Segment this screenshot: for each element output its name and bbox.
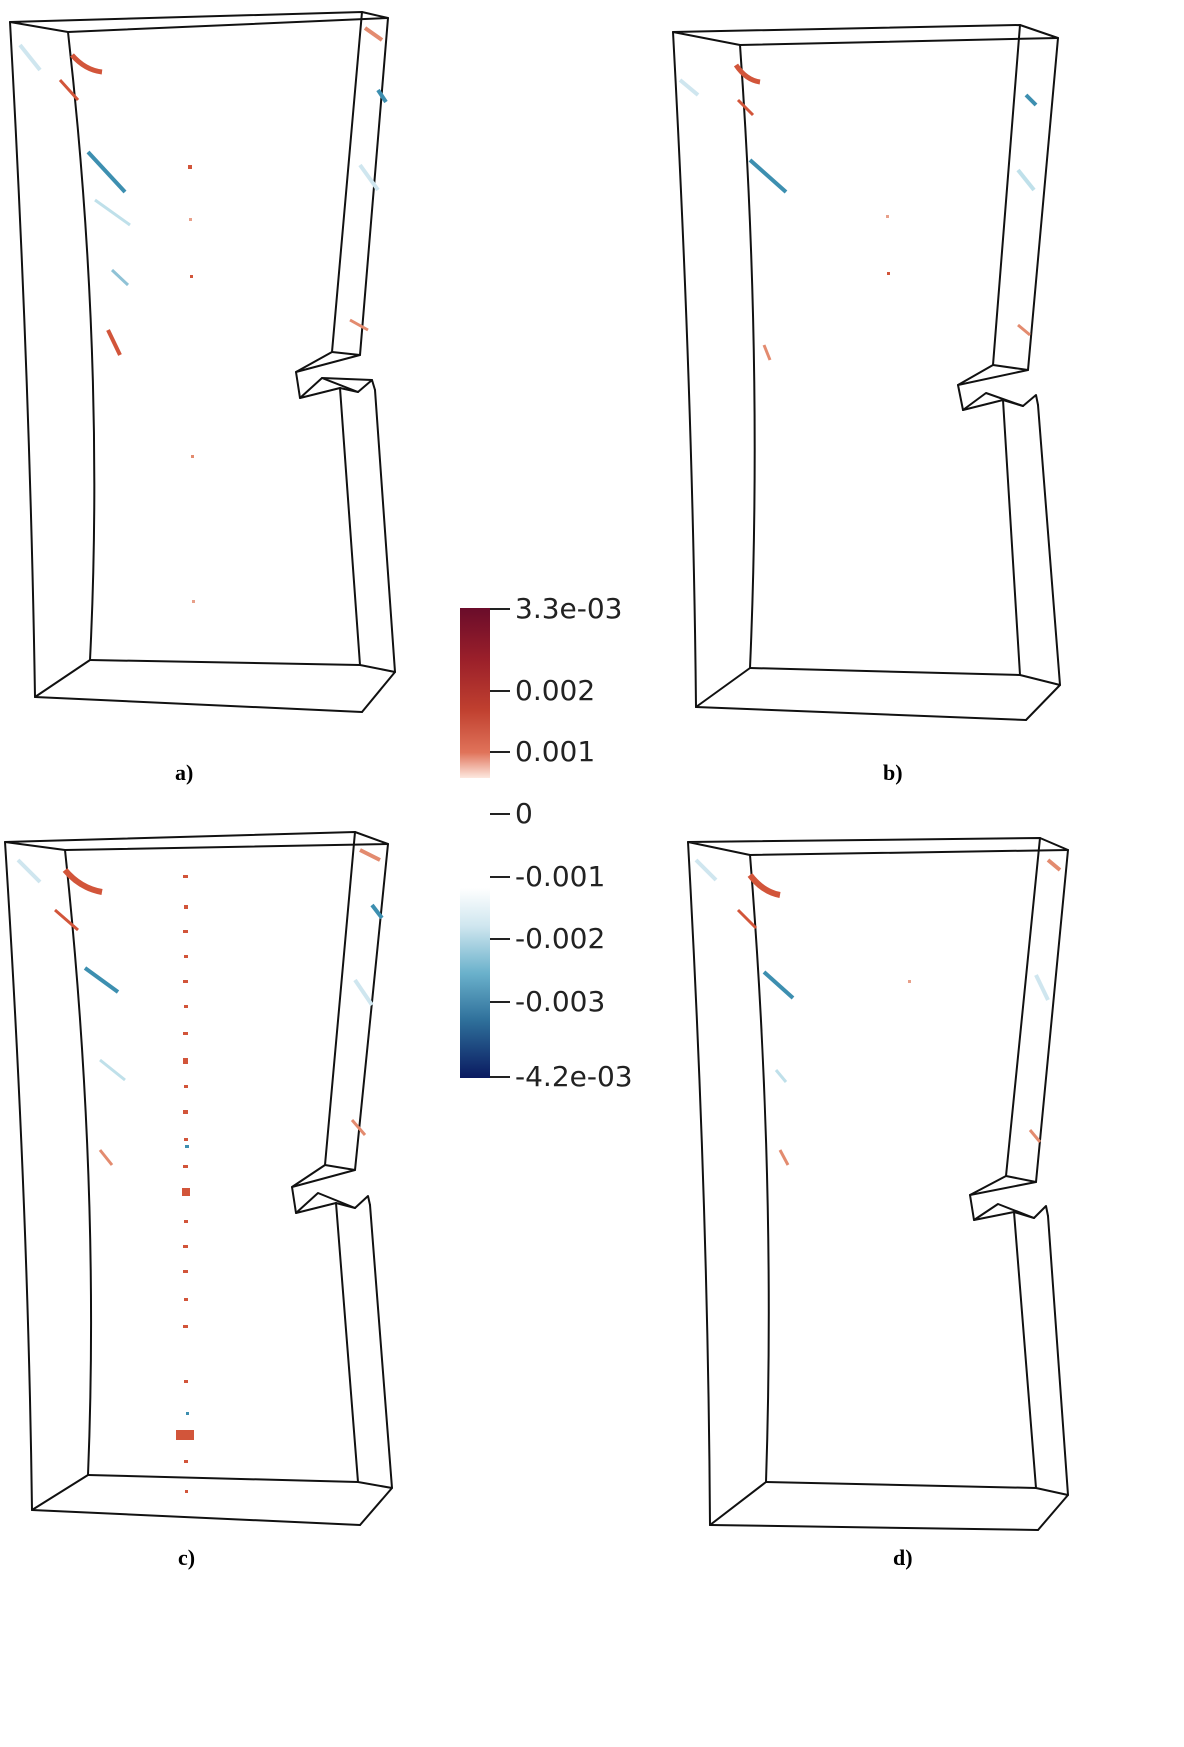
colorbar-tick-min	[490, 1076, 510, 1078]
colorbar-min-label: -4.2e-03	[515, 1060, 633, 1093]
colorbar-tick-neg-0.003	[490, 1001, 510, 1003]
specimen-wireframe-b	[672, 24, 1061, 721]
colorbar-tick-label: 0.002	[515, 674, 596, 707]
colorbar-tick-label: -0.003	[515, 985, 606, 1018]
panel-d: d)	[668, 820, 1184, 1570]
colorbar: 3.3e-03 0.002 0.001 0 -0.001 -0.002 -0.0…	[460, 592, 633, 1093]
colorbar-tick-neg-0.002	[490, 938, 510, 940]
panel-caption-c: c)	[178, 1545, 196, 1570]
strain-spots-c	[16, 848, 384, 1493]
colorbar-max-label: 3.3e-03	[515, 592, 623, 625]
colorbar-positive-gradient	[460, 608, 490, 778]
panel-a: a)	[0, 0, 460, 785]
colorbar-tick-label: -0.001	[515, 860, 606, 893]
colorbar-tick-neg-0.001	[490, 876, 510, 878]
specimen-wireframe-a	[9, 11, 396, 713]
panel-b: b)	[668, 0, 1184, 785]
specimen-wireframe-d	[687, 837, 1069, 1531]
strain-spots-a	[18, 26, 388, 603]
panel-caption-a: a)	[175, 760, 194, 785]
colorbar-tick-0	[490, 813, 510, 815]
colorbar-tick-label: -0.002	[515, 922, 606, 955]
strain-spots-d	[694, 858, 1062, 1166]
panel-c: c)	[0, 820, 460, 1570]
colorbar-negative-gradient	[460, 888, 490, 1078]
colorbar-tick-0.002	[490, 690, 510, 692]
colorbar-tick-0.001	[490, 751, 510, 753]
panel-caption-b: b)	[883, 760, 903, 785]
panel-caption-d: d)	[893, 1545, 913, 1570]
specimen-wireframe-c	[4, 831, 393, 1526]
colorbar-tick-label: 0.001	[515, 735, 596, 768]
colorbar-tick-label: 0	[515, 797, 533, 830]
colorbar-tick-max	[490, 608, 510, 610]
strain-spots-b	[678, 63, 1038, 361]
